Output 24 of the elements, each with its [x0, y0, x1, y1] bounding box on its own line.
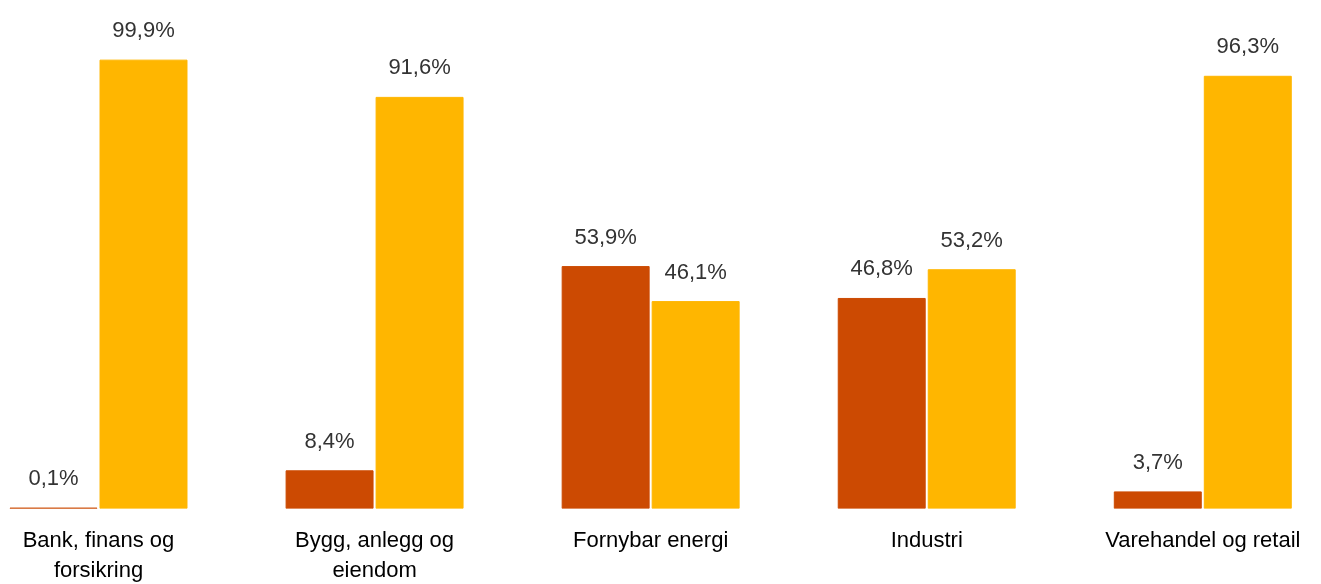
- data-label: 53,9%: [574, 223, 637, 249]
- bar: [561, 266, 650, 509]
- x-tick-label: Fornybar energi: [573, 526, 729, 552]
- x-tick-label: Varehandel og retail: [1105, 526, 1301, 552]
- data-label: 53,2%: [940, 226, 1003, 252]
- data-label: 96,3%: [1216, 33, 1279, 59]
- data-label: 91,6%: [388, 54, 451, 80]
- data-label: 99,9%: [112, 17, 175, 43]
- bar: [927, 269, 1016, 509]
- x-tick-label: Industri: [890, 526, 963, 552]
- data-label: 46,1%: [664, 258, 727, 284]
- data-label: 46,8%: [850, 255, 913, 281]
- bar: [1203, 75, 1292, 509]
- bar: [1113, 491, 1202, 509]
- data-label: 0,1%: [28, 465, 79, 491]
- data-label: 8,4%: [304, 427, 355, 453]
- bar: [837, 297, 926, 509]
- bar: [375, 96, 464, 509]
- data-label: 3,7%: [1132, 448, 1183, 474]
- bar: [285, 470, 374, 509]
- bar: [99, 59, 188, 509]
- x-tick-label: Bank, finans og forsikring: [22, 526, 175, 582]
- bar: [651, 301, 740, 509]
- x-tick-label: Bygg, anlegg og eiendom: [295, 526, 455, 582]
